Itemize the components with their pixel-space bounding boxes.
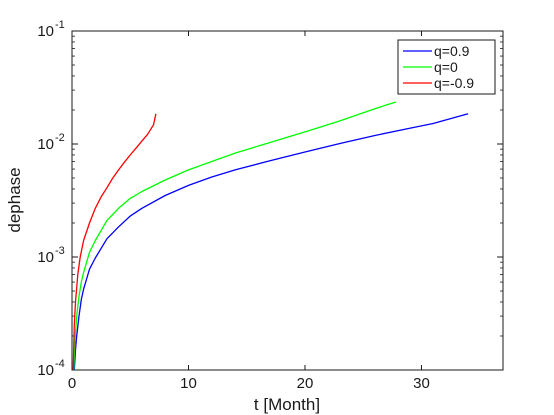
y-tick-exponent: -1 <box>55 19 65 31</box>
y-tick-label: 10 <box>37 362 54 379</box>
legend-entry-label: q=0.9 <box>434 43 470 59</box>
x-tick-label: 0 <box>68 375 76 392</box>
y-axis-label: dephase <box>5 167 24 232</box>
series-layer <box>72 101 469 371</box>
legend: q=0.9q=0q=-0.9 <box>397 39 496 95</box>
y-tick-exponent: -2 <box>55 132 65 144</box>
series-line <box>72 113 157 371</box>
y-tick-label: 10 <box>37 136 54 153</box>
series-line <box>73 113 469 371</box>
series-line <box>73 101 396 371</box>
y-tick-label: 10 <box>37 23 54 40</box>
y-tick-exponent: -4 <box>55 358 65 370</box>
x-axis-ticks: 0 10 20 30 <box>68 31 430 392</box>
y-tick-label: 10 <box>37 249 54 266</box>
x-tick-label: 30 <box>413 375 430 392</box>
x-axis-label: t [Month] <box>254 395 320 414</box>
y-tick-exponent: -3 <box>55 245 65 257</box>
x-tick-label: 10 <box>180 375 197 392</box>
y-axis-ticks: 10-410-310-210-1 <box>37 19 503 379</box>
x-tick-label: 20 <box>297 375 314 392</box>
legend-entry-label: q=-0.9 <box>434 75 474 91</box>
legend-entry-label: q=0 <box>434 59 458 75</box>
